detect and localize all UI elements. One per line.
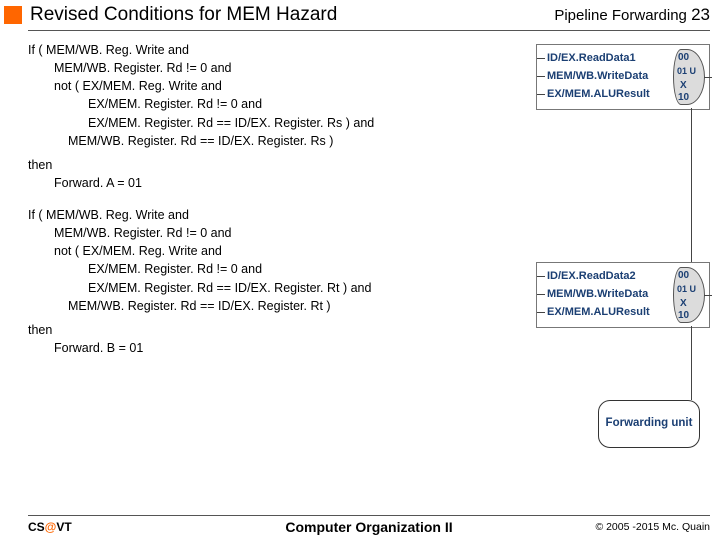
header-right: Pipeline Forwarding 23 [554,5,710,25]
wire [691,326,692,400]
cs-text: CS [28,520,45,534]
cond-line: MEM/WB. Register. Rd != 0 and [54,224,710,242]
cond-line: MEM/WB. Register. Rd == ID/EX. Register.… [68,132,710,150]
mux-sel: 10 [678,310,689,321]
footer: CS@VT Computer Organization II © 2005 -2… [28,515,710,540]
fwd-label: Forwarding unit [606,417,693,431]
vt-text: VT [56,520,71,534]
mux-sel: X [680,298,687,309]
mux-input: ID/EX.ReadData1 [545,52,636,64]
forwarding-unit: Forwarding unit [598,400,700,448]
mux-input: ID/EX.ReadData2 [545,270,636,282]
mux-sel: X [680,80,687,91]
result-line: Forward. A = 01 [54,174,710,192]
wire [691,108,692,262]
cond-line: not ( EX/MEM. Reg. Write and [54,242,710,260]
mux-sel: 10 [678,92,689,103]
mux-sel: 00 [678,270,689,281]
mux-sel: 01 U [677,66,696,76]
topic: Pipeline Forwarding [554,7,687,24]
mux-diagram-b: ID/EX.ReadData2 MEM/WB.WriteData EX/MEM.… [536,262,710,328]
mux-sel: 00 [678,52,689,63]
result-line: Forward. B = 01 [54,339,710,357]
mux-input: MEM/WB.WriteData [545,70,648,82]
footer-center: Computer Organization II [285,519,452,535]
mux-input: MEM/WB.WriteData [545,288,648,300]
mux-sel: 01 U [677,284,696,294]
at-sign: @ [45,520,57,534]
then-line: then [28,156,710,174]
mux-input: EX/MEM.ALUResult [545,306,650,318]
then-a: then Forward. A = 01 [28,156,710,192]
footer-right: © 2005 -2015 Mc. Quain [595,521,710,533]
mux-input: EX/MEM.ALUResult [545,88,650,100]
mux-diagram-a: ID/EX.ReadData1 MEM/WB.WriteData EX/MEM.… [536,44,710,110]
footer-left: CS@VT [28,520,72,534]
cond-line: EX/MEM. Register. Rd == ID/EX. Register.… [88,114,710,132]
page-number: 23 [691,5,710,24]
if-line: If ( MEM/WB. Reg. Write and [28,206,710,224]
accent-square [4,6,22,24]
slide-title: Revised Conditions for MEM Hazard [30,4,554,26]
